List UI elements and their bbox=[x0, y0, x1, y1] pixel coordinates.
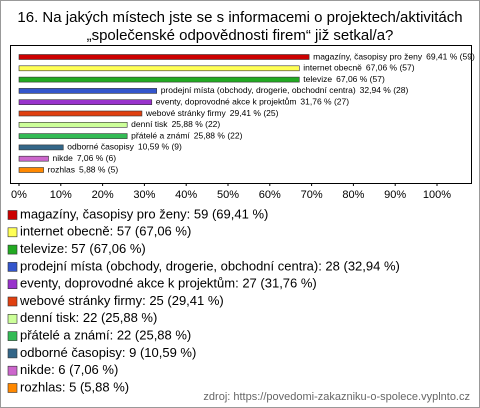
x-tick-label: 70% bbox=[301, 189, 323, 201]
bar bbox=[18, 88, 157, 94]
legend-label: odborné časopisy: 9 (10,59 %) bbox=[20, 345, 196, 360]
legend-label: nikde: 6 (7,06 %) bbox=[20, 362, 118, 377]
bar-category: prodejní místa (obchody, drogerie, obcho… bbox=[161, 85, 356, 95]
chart-title: „společenské odpovědnosti firem“ již set… bbox=[87, 27, 394, 44]
x-tick-label: 30% bbox=[133, 189, 155, 201]
value-label: 25,88 % (22) bbox=[194, 130, 243, 140]
bar bbox=[18, 155, 49, 162]
bar-category: webové stránky firmy bbox=[145, 108, 227, 118]
legend-label: denní tisk: 22 (25,88 %) bbox=[20, 310, 157, 325]
value-label: 7,06 % (6) bbox=[77, 153, 116, 163]
x-tick-label: 80% bbox=[342, 189, 364, 201]
bar-category: odborné časopisy bbox=[67, 142, 134, 152]
legend-label: webové stránky firmy: 25 (29,41 %) bbox=[19, 293, 224, 308]
bar-category: denní tisk bbox=[131, 119, 168, 129]
bar-category: nikde bbox=[53, 153, 74, 163]
x-tick-label: 50% bbox=[217, 189, 239, 201]
bar bbox=[18, 54, 310, 60]
bar-category: magazíny, časopisy pro ženy bbox=[313, 51, 423, 61]
x-tick-label: 100% bbox=[423, 189, 451, 201]
bar bbox=[18, 76, 300, 83]
x-tick-label: 0% bbox=[11, 189, 27, 201]
legend-swatch bbox=[7, 262, 18, 272]
legend-label: internet obecně: 57 (67,06 %) bbox=[20, 224, 191, 239]
legend-swatch bbox=[7, 279, 18, 290]
x-tick-label: 20% bbox=[92, 189, 114, 201]
chart-title: 16. Na jakých místech jste se s informac… bbox=[17, 9, 462, 26]
bar bbox=[18, 122, 128, 128]
value-label: 5,88 % (5) bbox=[79, 164, 118, 174]
value-label: 67,06 % (57) bbox=[366, 63, 415, 73]
legend-swatch bbox=[7, 331, 18, 341]
legend-swatch bbox=[7, 244, 18, 255]
legend-label: rozhlas: 5 (5,88 %) bbox=[20, 379, 129, 394]
bar bbox=[18, 144, 64, 151]
legend-label: televize: 57 (67,06 %) bbox=[20, 241, 146, 256]
value-label: 25,88 % (22) bbox=[172, 119, 221, 129]
bar bbox=[18, 133, 128, 139]
x-tick-label: 40% bbox=[175, 189, 197, 201]
legend-swatch bbox=[7, 383, 18, 393]
value-label: 31,76 % (27) bbox=[300, 96, 349, 106]
bar bbox=[18, 110, 143, 117]
legend-label: magazíny, časopisy pro ženy: 59 (69,41 %… bbox=[20, 206, 268, 221]
x-tick-label: 60% bbox=[259, 189, 281, 201]
legend-swatch bbox=[7, 348, 18, 359]
bar bbox=[18, 99, 153, 105]
legend-label: přátelé a známí: 22 (25,88 %) bbox=[20, 328, 191, 343]
value-label: 69,41 % (59) bbox=[426, 51, 475, 61]
legend-swatch bbox=[7, 210, 18, 220]
bar-category: rozhlas bbox=[48, 164, 75, 174]
legend-label: prodejní místa (obchody, drogerie, obcho… bbox=[20, 258, 400, 273]
bar bbox=[18, 167, 44, 173]
legend-label: eventy, doprovodné akce k projektům: 27 … bbox=[20, 276, 317, 291]
legend-swatch bbox=[7, 365, 18, 376]
legend-swatch bbox=[7, 296, 18, 307]
bar-category: internet obecně bbox=[303, 63, 362, 73]
bar-category: televize bbox=[303, 74, 332, 84]
value-label: 32,94 % (28) bbox=[360, 85, 409, 95]
x-tick-label: 90% bbox=[384, 189, 406, 201]
value-label: 29,41 % (25) bbox=[230, 108, 279, 118]
bar-category: přátelé a známí bbox=[131, 130, 190, 140]
bar bbox=[18, 65, 300, 72]
value-label: 67,06 % (57) bbox=[336, 74, 385, 84]
x-tick-label: 10% bbox=[50, 189, 72, 201]
legend-swatch bbox=[7, 227, 18, 238]
source: zdroj: https://povedomi-zakazniku-o-spol… bbox=[203, 391, 470, 403]
bar-category: eventy, doprovodné akce k projektům bbox=[156, 96, 297, 106]
value-label: 10,59 % (9) bbox=[138, 142, 182, 152]
legend-swatch bbox=[7, 313, 18, 324]
